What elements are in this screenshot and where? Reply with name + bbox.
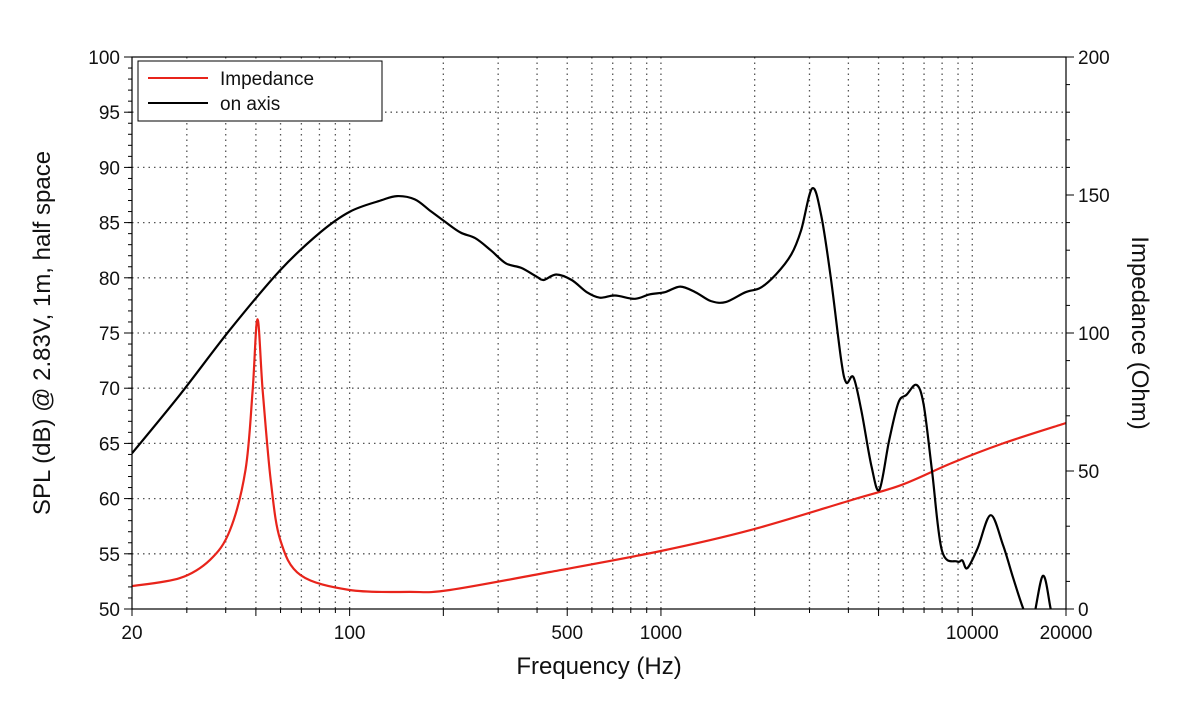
x-tick-label: 100: [334, 623, 366, 644]
x-tick-label: 1000: [640, 623, 682, 644]
y2-tick-label: 200: [1078, 48, 1110, 69]
y2-tick-label: 100: [1078, 324, 1110, 345]
y-tick-label: 55: [99, 545, 120, 566]
series-line-impedance: [132, 318, 1066, 594]
series-line-on-axis: [132, 187, 1052, 609]
axis-ticks: [124, 56, 1074, 616]
x-tick-label: 20: [121, 623, 142, 644]
plot-frame: [131, 56, 1067, 610]
x-axis-title: Frequency (Hz): [516, 653, 681, 680]
y2-tick-label: 50: [1078, 462, 1099, 483]
y-tick-label: 95: [99, 103, 120, 124]
x-tick-label: 20000: [1040, 623, 1093, 644]
x-tick-label: 500: [551, 623, 583, 644]
legend-label-on-axis: on axis: [220, 94, 280, 115]
series-lines: [132, 187, 1066, 609]
y-tick-label: 50: [99, 600, 120, 621]
y-tick-label: 85: [99, 214, 120, 235]
y-tick-label: 60: [99, 490, 120, 511]
y-tick-label: 65: [99, 434, 120, 455]
y2-axis-title: Impedance (Ohm): [1126, 236, 1153, 429]
grid: [132, 57, 1066, 609]
y-tick-label: 100: [88, 48, 120, 69]
y2-tick-label: 0: [1078, 600, 1089, 621]
y-tick-label: 80: [99, 269, 120, 290]
y-tick-label: 75: [99, 324, 120, 345]
y2-tick-label: 150: [1078, 186, 1110, 207]
legend-label-impedance: Impedance: [220, 69, 314, 90]
y-tick-label: 90: [99, 158, 120, 179]
y-axis-title: SPL (dB) @ 2.83V, 1m, half space: [29, 151, 56, 515]
x-tick-label: 10000: [946, 623, 999, 644]
y-tick-label: 70: [99, 379, 120, 400]
legend: Impedance on axis: [137, 60, 383, 122]
